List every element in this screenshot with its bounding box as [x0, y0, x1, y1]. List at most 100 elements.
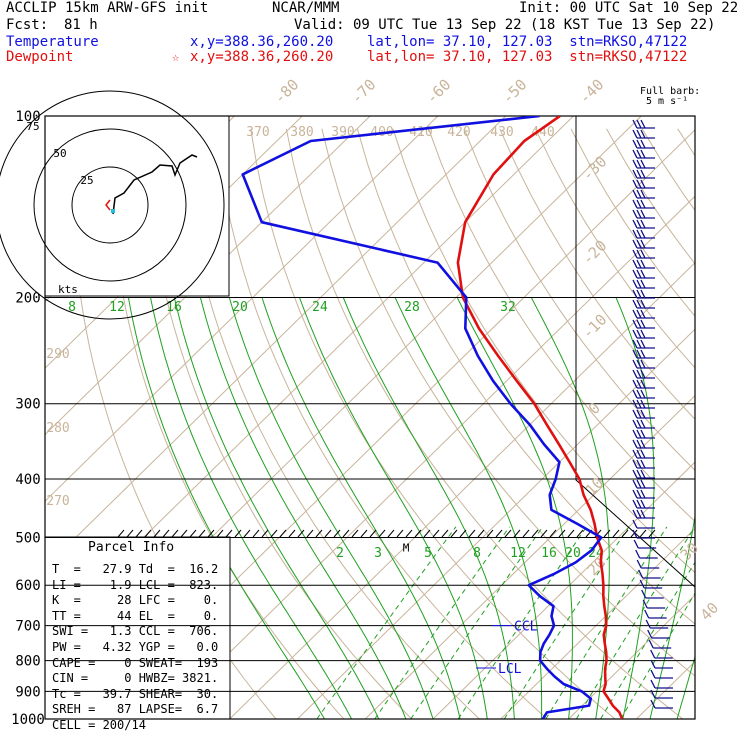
wind-barb-flag	[633, 539, 639, 549]
isotherm-line	[45, 116, 439, 502]
wind-barb-flag	[632, 219, 638, 229]
hodograph-marker	[105, 199, 111, 211]
hatch-mark	[369, 529, 377, 538]
wind-barb-flag	[632, 459, 638, 469]
wind-barb-flag	[640, 189, 646, 199]
dry-adiabat-line	[570, 128, 695, 317]
hatch-mark	[423, 529, 431, 538]
theta-tick-label: 420	[447, 125, 470, 140]
wind-barb-flag	[640, 349, 646, 359]
moist-adiabat-tick-label: 20	[232, 300, 248, 315]
dry-adiabat-line	[392, 128, 695, 574]
isotherm-tick-label: 40	[697, 599, 723, 625]
wind-barb-flag	[644, 609, 650, 619]
hatch-mark	[522, 529, 530, 538]
wind-barb-flag	[636, 369, 642, 379]
hatch-mark	[144, 529, 152, 538]
isotherm-tick-label: -50	[499, 76, 531, 108]
hatch-mark	[243, 529, 251, 538]
wind-barb-flag	[632, 399, 638, 409]
wind-barb-flag	[636, 509, 642, 519]
wind-barb-flag	[635, 549, 641, 559]
pressure-tick-label: 200	[15, 291, 40, 307]
wind-barb-flag	[632, 419, 638, 429]
isotherm-tick-label: -20	[579, 237, 611, 269]
hatch-mark	[630, 529, 638, 538]
hatch-mark	[207, 529, 215, 538]
parcel-row: CIN = 0 HWBZ= 3821.	[52, 671, 219, 686]
wind-barb-flag	[636, 299, 642, 309]
hatch-mark	[639, 529, 647, 538]
wind-barb-flag	[640, 319, 646, 329]
barb-key-line1: Full barb:	[640, 86, 701, 97]
wind-barb-flag	[640, 159, 646, 169]
wind-barb-flag	[650, 649, 656, 659]
hatch-mark	[513, 529, 521, 538]
wind-barb-flag	[645, 619, 651, 629]
model-title: ACCLIP 15km ARW-GFS init	[6, 0, 209, 16]
dry-adiabat-line	[463, 128, 695, 472]
wind-barb-flag	[636, 439, 642, 449]
wind-barb-flag	[636, 209, 642, 219]
wind-barb-flag	[632, 519, 638, 529]
wind-barb-flag	[632, 409, 638, 419]
mixing-ratio-tick-label: 5	[424, 546, 432, 561]
isotherm-line	[297, 328, 695, 719]
isotherm-tick-label: -70	[348, 76, 380, 108]
wind-barb-flag	[640, 229, 646, 239]
hatch-mark	[333, 529, 341, 538]
pressure-tick-label: 400	[15, 472, 40, 488]
wind-barb-flag	[632, 169, 638, 179]
wind-barb-flag	[636, 339, 642, 349]
hatch-mark	[405, 529, 413, 538]
frame-layer	[44, 115, 696, 720]
parcel-row: TT = 44 EL = 0.	[52, 608, 219, 623]
wind-barb-flag	[640, 169, 646, 179]
hodograph-ring-label: 75	[26, 120, 39, 133]
wind-barb-flag	[640, 379, 646, 389]
wind-barb-flag	[636, 159, 642, 169]
wind-barb-flag	[632, 499, 638, 509]
wind-barb-flag	[636, 499, 642, 509]
wind-barb-flag	[640, 279, 646, 289]
wind-barb-flag	[640, 339, 646, 349]
hatch-mark	[126, 529, 134, 538]
parcel-row: SWI = 1.3 CCL = 706.	[52, 624, 219, 639]
mixing-ratio-line	[575, 526, 695, 719]
wind-barb-flag	[640, 429, 646, 439]
hatch-mark	[198, 529, 206, 538]
dry-adiabat-line	[214, 128, 548, 719]
hatch-mark	[414, 529, 422, 538]
isotherm-line	[45, 116, 371, 436]
wind-barb-flag	[632, 469, 638, 479]
wind-barb-flag	[636, 149, 642, 159]
fcst-value: 81 h	[64, 17, 98, 33]
wind-barb-flag	[632, 379, 638, 389]
wind-barb-flag	[632, 159, 638, 169]
isotherm-line	[229, 262, 695, 719]
wind-barb-flag	[636, 399, 642, 409]
wind-barb-flag	[650, 679, 656, 689]
dry-adiabat-line	[606, 128, 695, 265]
wind-barb-flag	[632, 349, 638, 359]
wind-barb-flag	[640, 299, 646, 309]
hatch-mark	[495, 529, 503, 538]
wind-barb-flag	[636, 489, 642, 499]
hatch-mark	[540, 529, 548, 538]
dry-adiabat-line	[250, 128, 616, 719]
hatch-mark	[252, 529, 260, 538]
wind-barb-flag	[632, 259, 638, 269]
wind-barb-flag	[640, 509, 646, 519]
wind-barb-flag	[640, 149, 646, 159]
mixing-ratio-tick-label: 8	[473, 546, 481, 561]
mixing-ratio-line	[316, 526, 457, 719]
wind-barb-flag	[632, 339, 638, 349]
level-label: CCL	[514, 620, 538, 635]
theta-tick-label: 430	[490, 125, 513, 140]
theta-tick-label: 270	[46, 494, 69, 509]
wind-barb-flag	[632, 489, 638, 499]
wind-barb-flag	[636, 389, 642, 399]
hodograph: 25 50 75 kts	[0, 90, 225, 320]
theta-tick-label: 370	[246, 125, 269, 140]
